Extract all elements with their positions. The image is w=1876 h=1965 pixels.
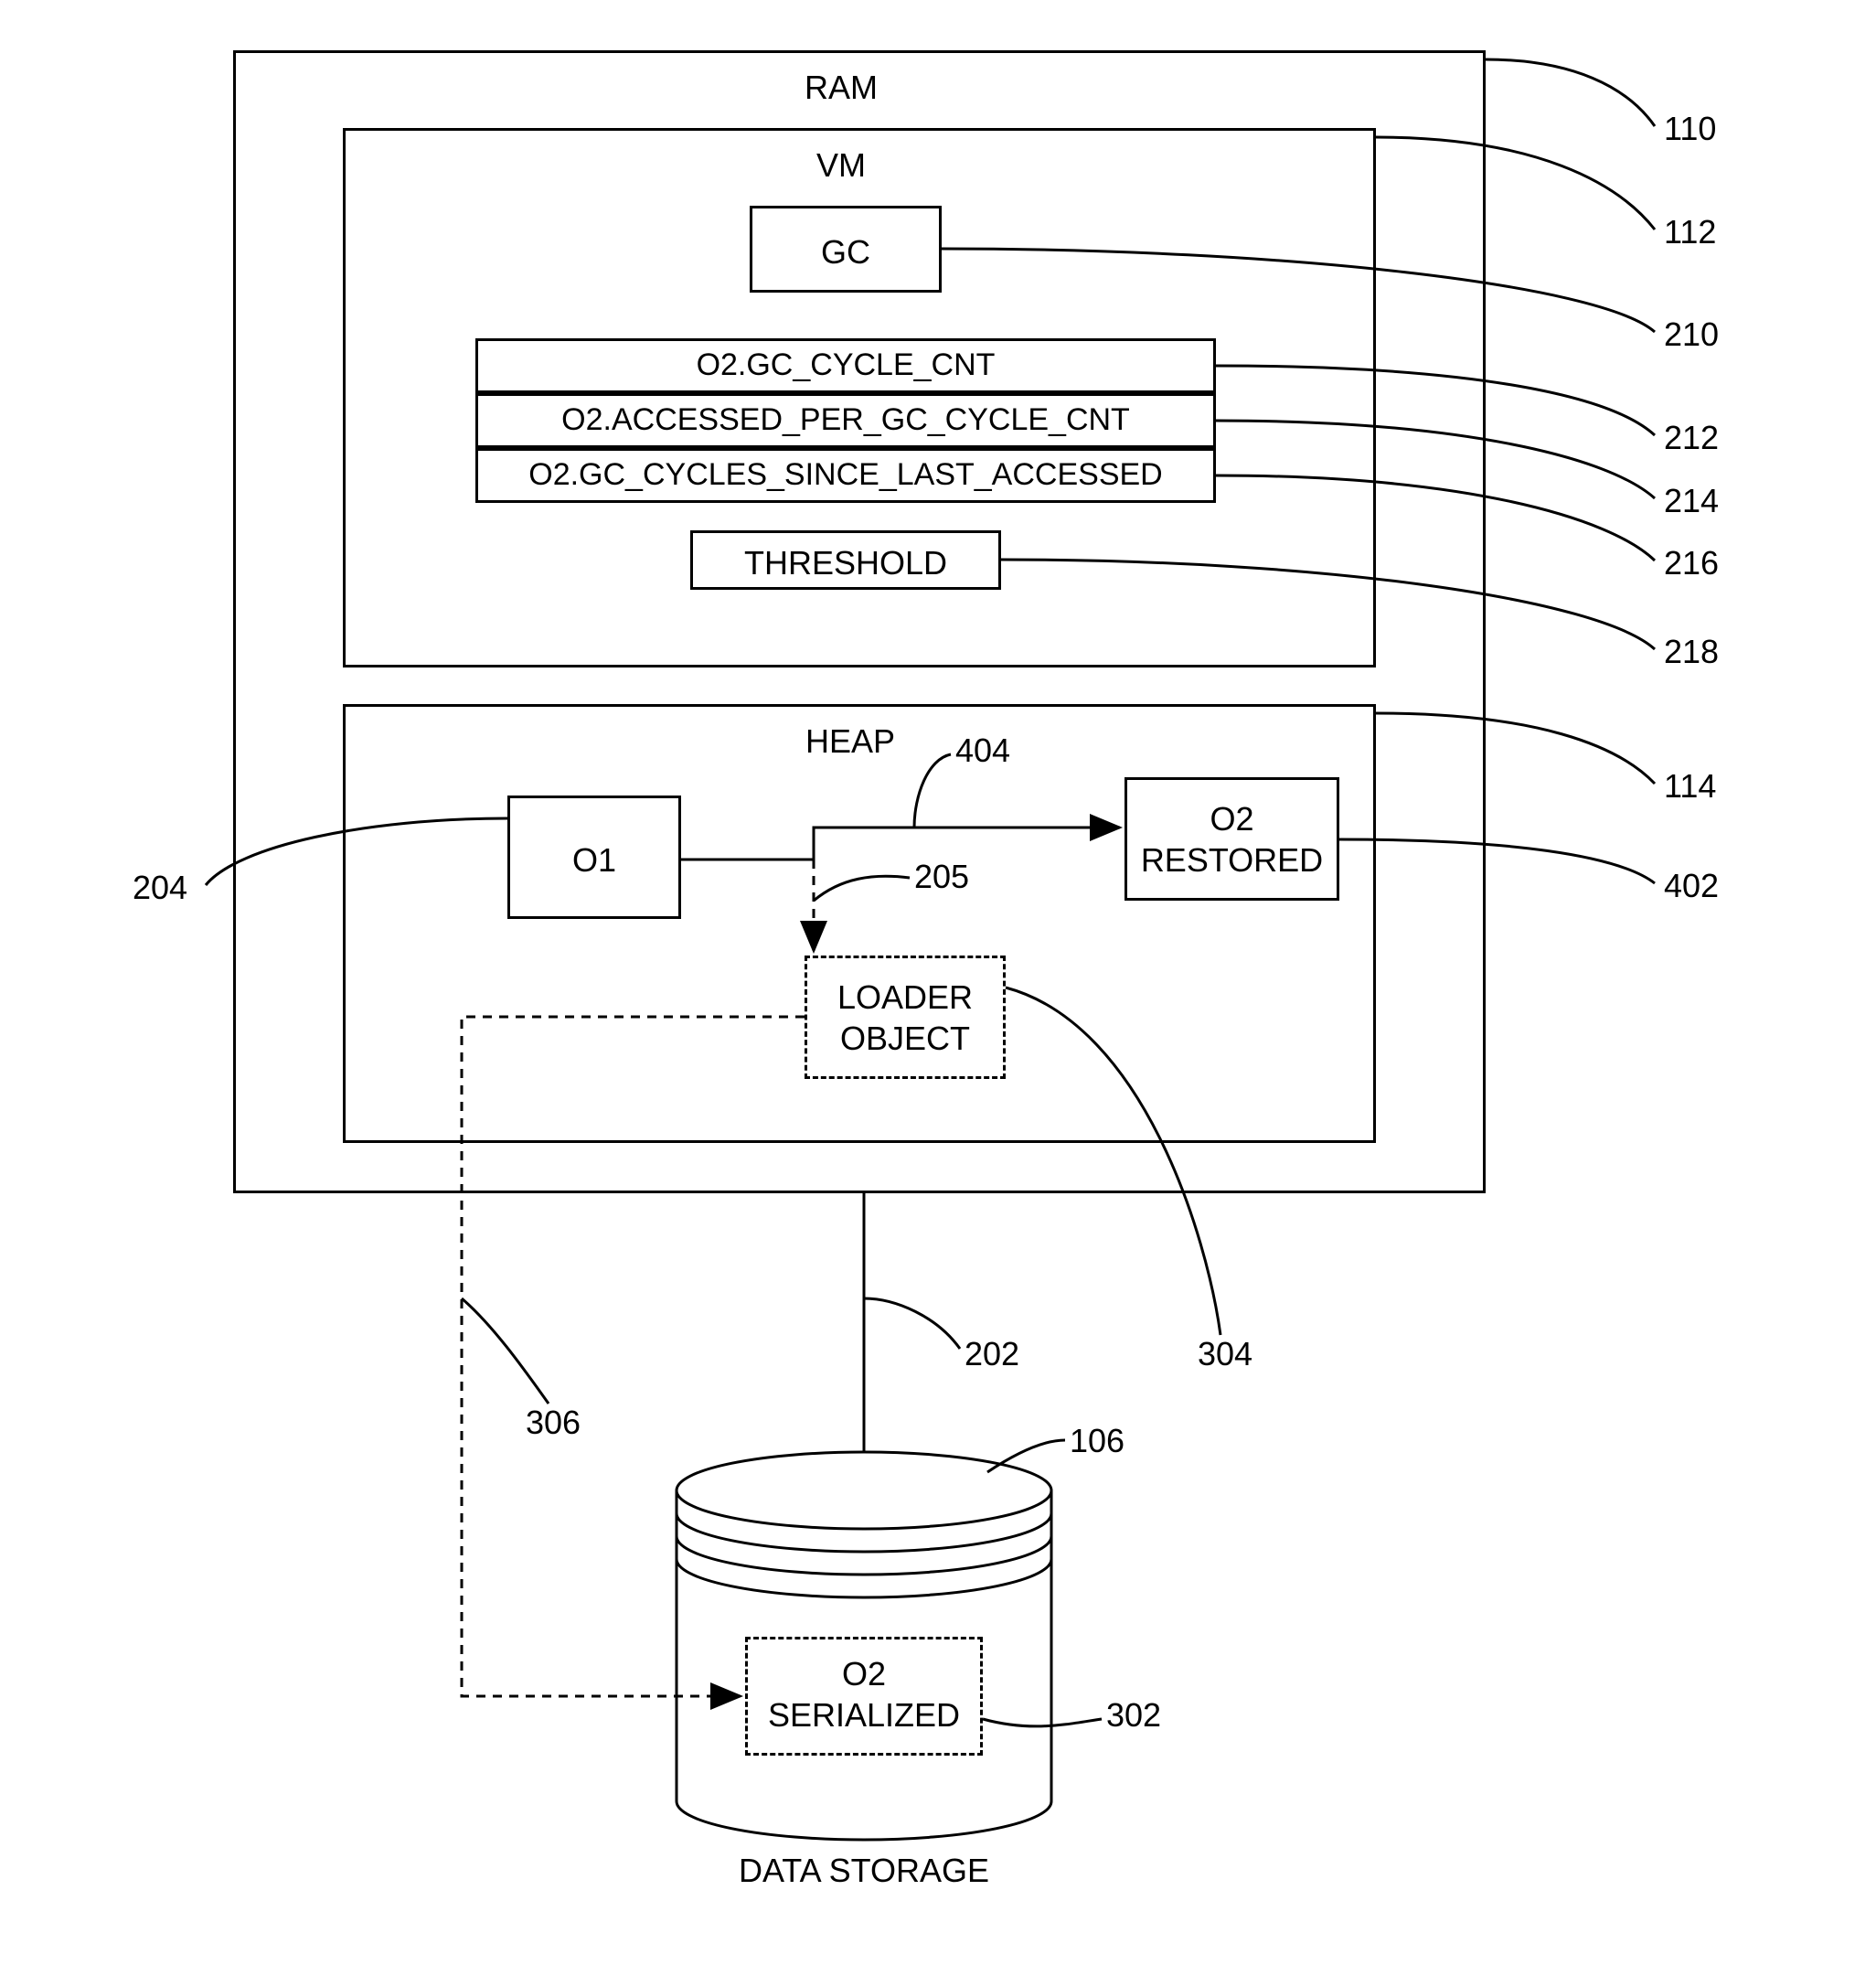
o2serial-label1: O2 (745, 1655, 983, 1693)
lead-110 (1486, 59, 1655, 126)
row3-label: O2.GC_CYCLES_SINCE_LAST_ACCESSED (475, 457, 1216, 493)
ref-404: 404 (955, 732, 1010, 770)
gc-label: GC (818, 233, 873, 272)
row2-label: O2.ACCESSED_PER_GC_CYCLE_CNT (475, 402, 1216, 438)
lead-302 (983, 1719, 1102, 1726)
ref-205: 205 (914, 858, 969, 896)
ref-214: 214 (1664, 482, 1719, 520)
loader-label1: LOADER (805, 978, 1006, 1017)
loader-box (805, 956, 1006, 1079)
vm-label: VM (814, 146, 869, 185)
ref-216: 216 (1664, 544, 1719, 582)
ref-110: 110 (1664, 110, 1716, 148)
o2restored-label2: RESTORED (1125, 841, 1339, 880)
heap-label: HEAP (795, 722, 905, 761)
threshold-label: THRESHOLD (690, 544, 1001, 582)
ref-212: 212 (1664, 419, 1719, 457)
ref-306: 306 (526, 1404, 581, 1442)
datastorage-label: DATA STORAGE (713, 1852, 1015, 1890)
ref-402: 402 (1664, 867, 1719, 905)
ref-112: 112 (1664, 213, 1716, 251)
ref-106: 106 (1070, 1422, 1125, 1460)
lead-306 (462, 1298, 549, 1404)
ref-302: 302 (1106, 1696, 1161, 1735)
ref-114: 114 (1664, 767, 1716, 806)
ref-304: 304 (1198, 1335, 1252, 1373)
ref-210: 210 (1664, 315, 1719, 354)
o2restored-box (1125, 777, 1339, 901)
lead-202 (864, 1298, 960, 1349)
o2serial-label2: SERIALIZED (745, 1696, 983, 1735)
ram-label: RAM (795, 69, 887, 107)
ref-218: 218 (1664, 633, 1719, 671)
loader-label2: OBJECT (805, 1020, 1006, 1058)
ref-202: 202 (965, 1335, 1019, 1373)
row1-label: O2.GC_CYCLE_CNT (475, 347, 1216, 383)
lead-106 (987, 1440, 1065, 1472)
ref-204: 204 (133, 869, 187, 907)
o1-label: O1 (507, 841, 681, 880)
o2restored-label1: O2 (1125, 800, 1339, 838)
